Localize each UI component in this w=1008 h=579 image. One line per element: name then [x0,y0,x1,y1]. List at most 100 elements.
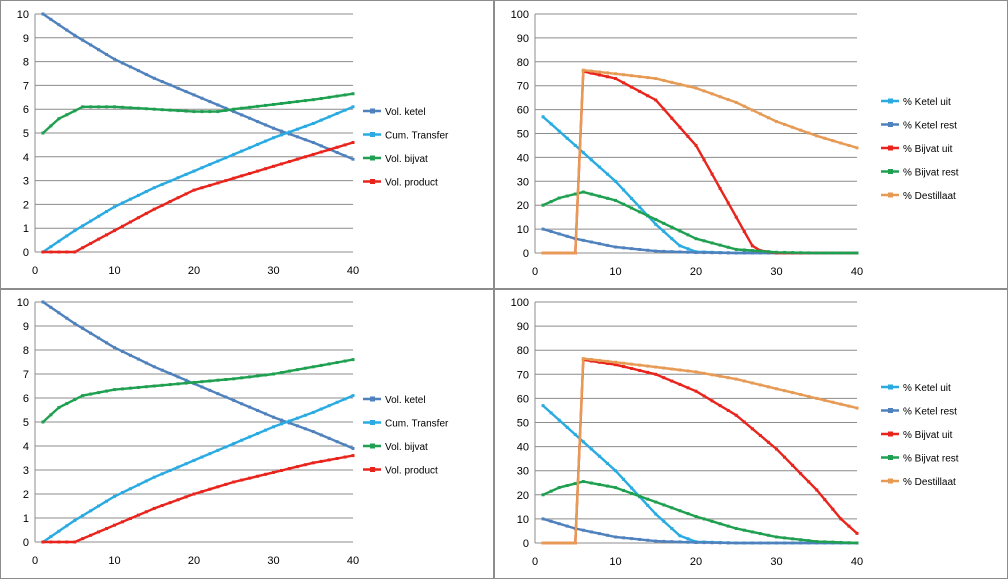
y-tick-label: 5 [23,417,29,429]
series-point [49,305,53,309]
series-point [343,443,347,447]
series-point [240,174,244,178]
series-point [303,155,307,159]
series-point [791,391,795,395]
series-point [791,537,795,541]
y-tick-label: 40 [517,442,529,454]
series-point [168,372,172,376]
series-point [710,251,714,255]
series-point [232,152,236,156]
series-point [678,540,682,544]
series-point [630,85,634,89]
series-point [49,540,53,544]
series-point [192,380,196,384]
legend-label: % Destillaat [903,191,956,202]
series-point [589,481,593,485]
series-point [136,106,140,110]
series-point [831,251,835,255]
series-point [726,376,730,380]
series-point [791,125,795,129]
series-point [128,220,132,224]
legend-label: % Destillaat [903,477,956,488]
y-tick-label: 70 [517,369,529,381]
series-point [208,379,212,383]
series-point [152,365,156,369]
series-point [287,130,291,134]
series-point [549,519,553,523]
series-point [184,192,188,196]
series-point [541,251,545,255]
series-point [662,503,666,507]
legend-label: Cum. Transfer [385,419,449,430]
series-point [823,498,827,502]
legend-marker [888,122,893,127]
series-point [176,86,180,90]
y-tick-label: 70 [517,81,529,93]
series-point [670,237,674,241]
series-point [81,246,85,250]
series-point [343,397,347,401]
series-point [670,527,674,531]
series-point [295,424,299,428]
series-point [232,398,236,402]
y-tick-label: 0 [23,247,29,259]
series-point [136,216,140,220]
series-point [686,512,690,516]
series-point [710,399,714,403]
series-point [120,105,124,109]
series-point [678,509,682,513]
series-point [565,425,569,429]
series-point [597,194,601,198]
series-point [549,200,553,204]
series-point [750,249,754,253]
series-point [136,385,140,389]
series-point [335,360,339,364]
series-point [287,419,291,423]
legend-marker [888,98,893,104]
series-point [831,139,835,143]
series-point [208,487,212,491]
series-point [256,104,260,108]
series-point [686,540,690,544]
series-point [120,491,124,495]
legend-marker [370,420,375,425]
series-point [192,93,196,97]
legend-marker [888,478,893,484]
series-point [694,237,698,241]
series-point [726,201,730,205]
series-point [654,539,658,543]
series-point [144,107,148,111]
series-point [670,540,674,544]
series-point [113,494,116,498]
series-point [614,535,617,539]
series-point [750,541,754,545]
series-point [200,490,204,494]
series-point [97,214,101,218]
series-point [41,420,45,424]
series-point [216,103,220,107]
chart-volumes-2: 0 1 2 3 4 5 6 7 8 9 10 0 10 20 30 40 Vol. ketel Cum. Tran… [17,297,449,567]
series-point [766,250,770,254]
series-point [654,500,658,504]
series-point [573,541,577,545]
series-point [742,379,746,383]
series-point [702,517,706,521]
series-point [597,483,601,487]
series-point [750,244,754,248]
series-point [264,373,268,377]
series-point [319,144,323,148]
series-point [847,143,851,147]
series-point [614,363,617,367]
y-tick-label: 90 [517,321,529,333]
legend-label: % Ketel rest [903,407,957,418]
series-point [272,470,275,474]
series-point [573,251,577,255]
series-point [646,503,650,507]
series-point [549,489,553,493]
series-point [57,23,61,27]
chart-volumes-1: 0 1 2 3 4 5 6 7 8 9 10 0 10 20 30 40 Vol. ketel Cum. Tran… [17,9,449,277]
series-point [192,169,196,173]
series-point [128,106,132,110]
series-point [605,196,609,200]
series-point [272,372,275,376]
